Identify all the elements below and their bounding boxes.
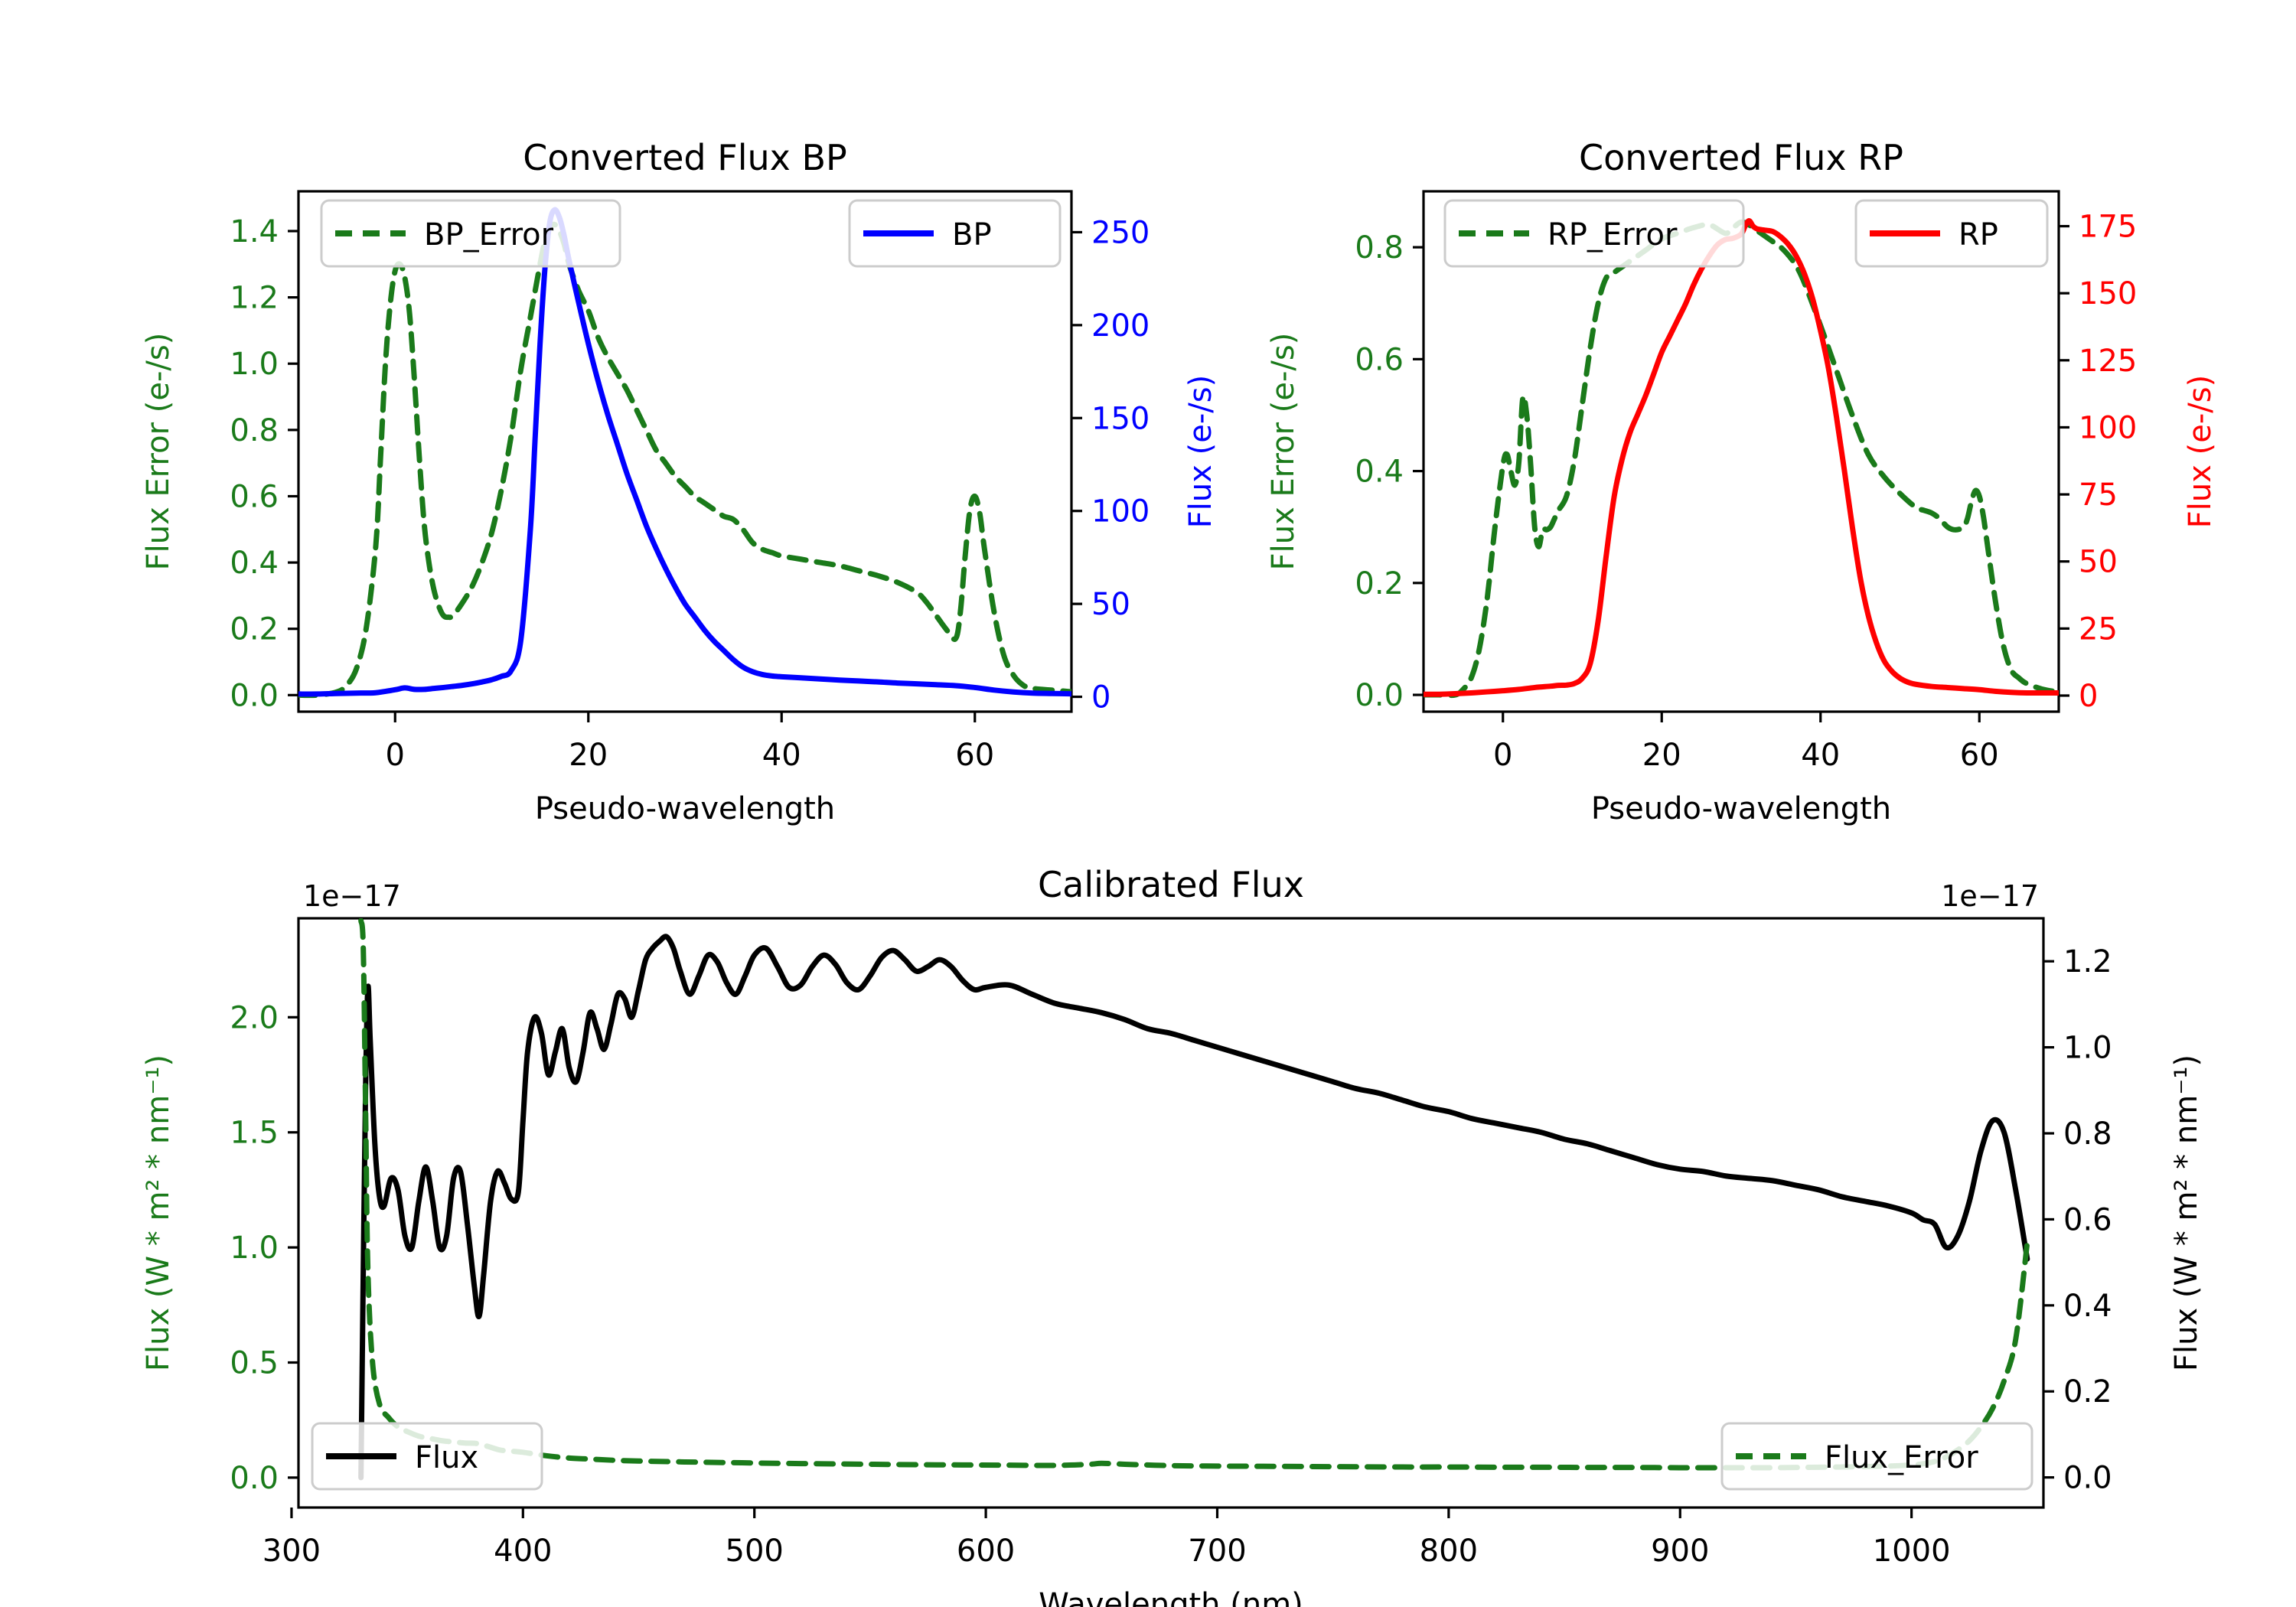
panel-title: Calibrated Flux — [1038, 864, 1304, 905]
y-left-tick-label: 2.0 — [230, 1000, 279, 1035]
y-right-tick-label: 0.4 — [2063, 1289, 2112, 1324]
x-tick-label: 60 — [1960, 738, 1999, 773]
x-tick-label: 600 — [957, 1534, 1015, 1569]
legend-box — [1720, 1422, 2033, 1491]
y-right-offset-text: 1e−17 — [1941, 879, 2039, 913]
x-tick-label: 40 — [762, 738, 801, 773]
series-flux-error — [358, 918, 2030, 1471]
y-right-tick-label: 175 — [2079, 210, 2137, 245]
plot-frame — [1422, 190, 2060, 713]
x-tick-label: 60 — [955, 738, 994, 773]
x-tick-label: 0 — [1493, 738, 1512, 773]
y-right-tick-label: 0.2 — [2063, 1374, 2112, 1410]
y-right-tick-label: 125 — [2079, 344, 2137, 379]
y-right-tick-label: 0 — [1091, 680, 1110, 715]
x-tick-label: 20 — [569, 738, 608, 773]
y-right-axis-label: Flux (W * m² * nm⁻¹) — [2169, 1054, 2204, 1371]
curves-group — [1424, 218, 2059, 699]
x-tick-label: 1000 — [1873, 1534, 1951, 1569]
y-left-tick-label: 0.0 — [230, 678, 279, 713]
legend-label-rp: RP — [1958, 217, 1998, 253]
x-tick-label: 300 — [263, 1534, 321, 1569]
series-bp-error — [298, 221, 1071, 699]
y-left-tick-label: 0.2 — [230, 612, 279, 647]
y-left-tick-label: 0.6 — [230, 479, 279, 514]
y-left-tick-label: 0.5 — [230, 1346, 279, 1381]
legend-label-flux: Flux — [415, 1440, 478, 1475]
legend-box — [848, 199, 1062, 268]
legend-box — [320, 199, 621, 268]
panel-converted-flux-rp: Converted Flux RP 0 20 40 60 Pseudo-wavelengt… — [1148, 0, 2296, 826]
y-left-tick-label: 1.0 — [230, 1231, 279, 1266]
y-right-tick-label: 25 — [2079, 611, 2118, 647]
panel-title: Converted Flux RP — [1579, 137, 1903, 178]
x-tick-label: 400 — [494, 1534, 552, 1569]
y-left-axis-label: Flux (W * m² * nm⁻¹) — [141, 1054, 176, 1371]
y-left-tick-label: 0.0 — [230, 1461, 279, 1496]
y-right-tick-label: 0.0 — [2063, 1461, 2112, 1496]
series-bp — [298, 207, 1071, 697]
y-left-tick-label: 1.4 — [230, 214, 279, 249]
y-right-tick-label: 250 — [1091, 215, 1150, 250]
bp-chart-svg: Converted Flux BP 0 20 40 60 Pseudo-wavelengt… — [141, 137, 1218, 826]
y-right-tick-label: 0.8 — [2063, 1116, 2112, 1152]
y-right-tick-label: 50 — [1091, 587, 1130, 622]
x-tick-label: 900 — [1651, 1534, 1709, 1569]
legend-label-bp-error: BP_Error — [424, 217, 554, 253]
x-tick-label: 800 — [1420, 1534, 1478, 1569]
x-axis-label: Pseudo-wavelength — [535, 791, 835, 826]
x-tick-label: 0 — [386, 738, 405, 773]
x-tick-label: 500 — [726, 1534, 784, 1569]
plot-frame — [297, 917, 2045, 1509]
legend-box — [1854, 199, 2049, 268]
calibrated-chart-svg: Calibrated Flux 300 400 500 600 700 800 900 1000… — [141, 864, 2204, 1607]
plot-frame — [297, 190, 1073, 713]
y-left-tick-label: 1.5 — [230, 1116, 279, 1151]
y-right-axis-label: Flux (e-/s) — [1183, 375, 1218, 528]
y-right-tick-label: 100 — [2079, 410, 2137, 445]
y-left-tick-label: 0.8 — [1355, 230, 1404, 266]
x-tick-label: 700 — [1188, 1534, 1246, 1569]
y-left-tick-label: 1.2 — [230, 281, 279, 316]
series-flux — [358, 934, 2030, 1481]
panel-calibrated-flux: Calibrated Flux 300 400 500 600 700 800 900 1000… — [0, 826, 2296, 1607]
y-right-tick-label: 100 — [1091, 494, 1150, 530]
legend-label-flux-error: Flux_Error — [1825, 1440, 1978, 1475]
series-rp-error — [1424, 219, 2059, 699]
y-right-tick-label: 200 — [1091, 308, 1150, 344]
y-left-tick-label: 0.4 — [1355, 455, 1404, 490]
y-right-tick-label: 75 — [2079, 478, 2118, 513]
legend-label-bp: BP — [952, 217, 992, 253]
curves-group — [358, 918, 2030, 1481]
legend-box — [1443, 199, 1745, 268]
y-left-axis-label: Flux Error (e-/s) — [141, 333, 176, 571]
x-tick-label: 40 — [1801, 738, 1840, 773]
y-right-tick-label: 0.6 — [2063, 1202, 2112, 1237]
legend-box — [311, 1422, 543, 1491]
y-right-tick-label: 1.0 — [2063, 1031, 2112, 1066]
panel-title: Converted Flux BP — [523, 137, 847, 178]
curves-group — [298, 207, 1071, 699]
y-left-tick-label: 0.0 — [1355, 678, 1404, 713]
y-left-tick-label: 1.0 — [230, 347, 279, 382]
x-axis-label: Wavelength (nm) — [1039, 1587, 1303, 1607]
y-right-tick-label: 0 — [2079, 679, 2098, 714]
x-tick-label: 20 — [1642, 738, 1681, 773]
y-right-axis-label: Flux (e-/s) — [2183, 375, 2218, 528]
y-right-tick-label: 150 — [1091, 401, 1150, 436]
x-axis-label: Pseudo-wavelength — [1591, 791, 1891, 826]
y-left-offset-text: 1e−17 — [303, 879, 401, 913]
y-left-tick-label: 0.2 — [1355, 566, 1404, 601]
y-left-axis-label: Flux Error (e-/s) — [1266, 333, 1301, 571]
panel-converted-flux-bp: Converted Flux BP 0 20 40 60 Pseudo-wavelengt… — [0, 0, 1218, 826]
y-right-tick-label: 1.2 — [2063, 944, 2112, 980]
y-right-tick-label: 150 — [2079, 276, 2137, 311]
legend-label-rp-error: RP_Error — [1548, 217, 1678, 253]
y-left-tick-label: 0.6 — [1355, 342, 1404, 377]
rp-chart-svg: Converted Flux RP 0 20 40 60 Pseudo-wavelengt… — [1266, 137, 2218, 826]
y-left-tick-label: 0.8 — [230, 413, 279, 448]
y-right-tick-label: 50 — [2079, 545, 2118, 580]
y-left-tick-label: 0.4 — [230, 546, 279, 581]
